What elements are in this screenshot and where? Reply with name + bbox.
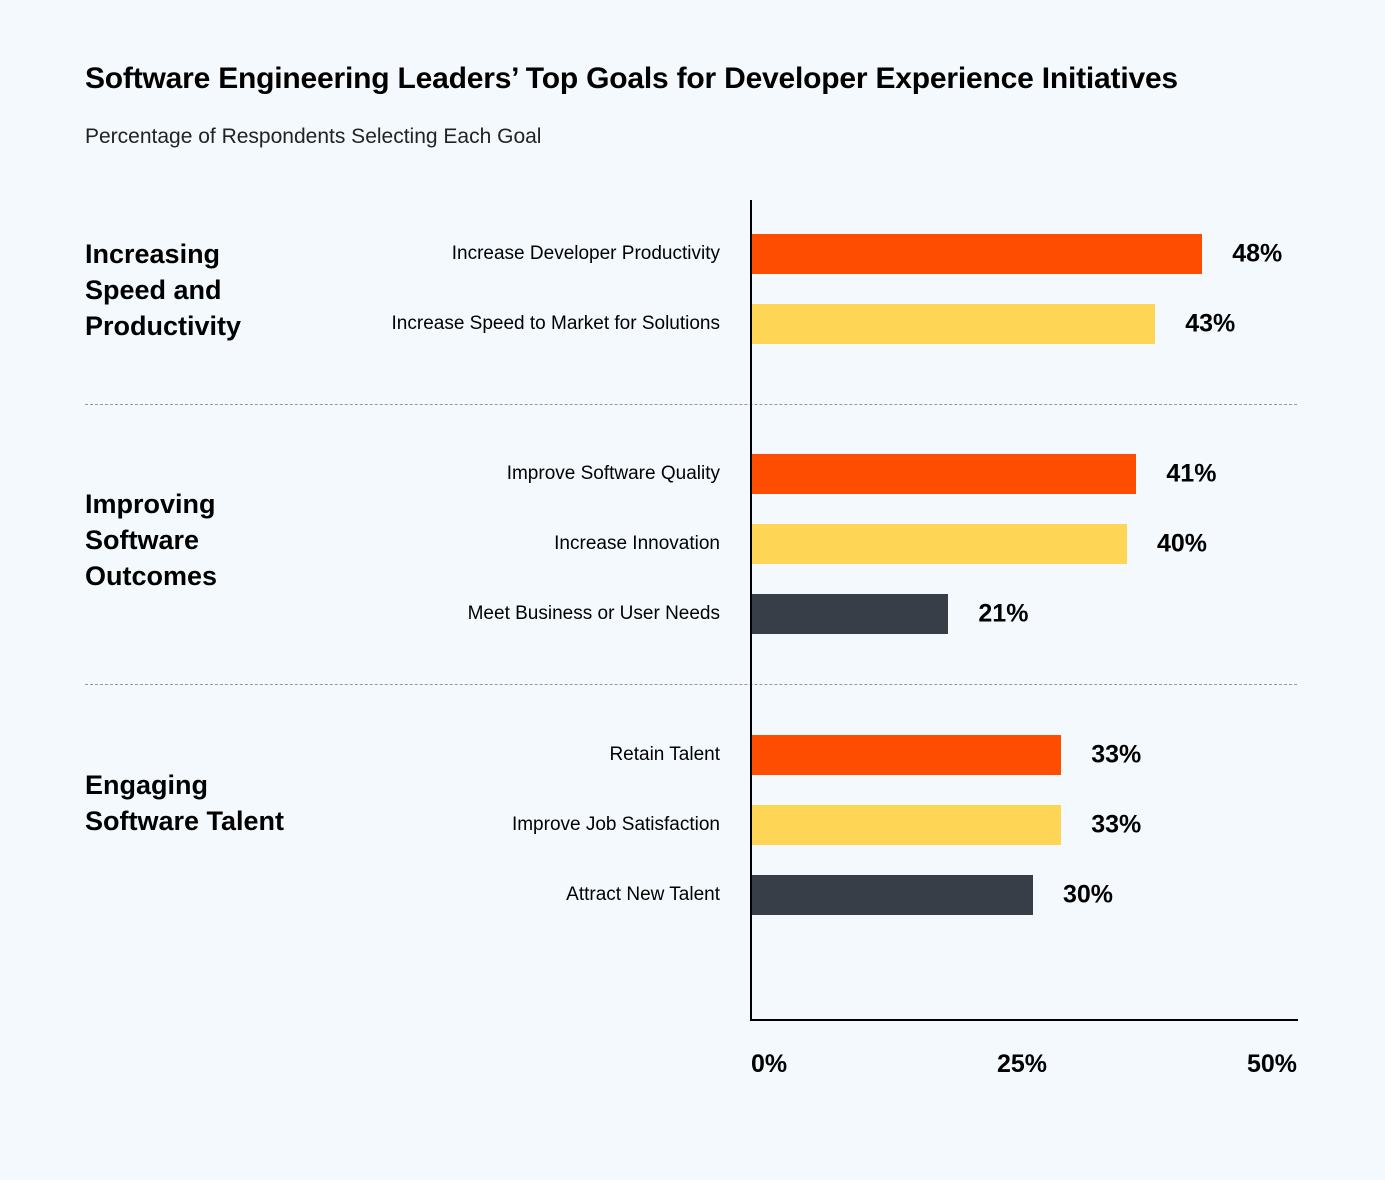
data-label: 21%: [978, 599, 1029, 628]
data-label: 40%: [1157, 529, 1208, 558]
category-label: Increase Developer Productivity: [451, 243, 720, 264]
group-label: Improving Software Outcomes: [85, 489, 218, 591]
data-label: 33%: [1091, 810, 1142, 839]
category-label: Meet Business or User Needs: [467, 603, 720, 624]
group-label: Increasing Speed and Productivity: [85, 239, 242, 341]
group-divider: [85, 684, 1297, 685]
data-label: 41%: [1166, 459, 1217, 488]
x-tick-label: 0%: [751, 1050, 788, 1078]
bar: [751, 524, 1127, 564]
bar: [751, 875, 1033, 915]
chart-title: Software Engineering Leaders’ Top Goals …: [85, 62, 1178, 95]
data-label: 33%: [1091, 740, 1142, 769]
bar: [751, 304, 1156, 344]
bar: [751, 805, 1062, 845]
category-label: Increase Speed to Market for Solutions: [391, 313, 720, 334]
data-label: 30%: [1063, 880, 1114, 909]
x-tick-label: 25%: [996, 1050, 1048, 1078]
bar: [751, 454, 1137, 494]
bar: [751, 735, 1062, 775]
category-label: Attract New Talent: [566, 884, 720, 905]
data-label: 43%: [1185, 309, 1236, 338]
category-label: Improve Job Satisfaction: [511, 814, 720, 835]
bar: [751, 594, 949, 634]
x-axis-line: [750, 1019, 1298, 1021]
group-label: Engaging Software Talent: [85, 770, 285, 836]
category-label: Retain Talent: [609, 744, 720, 765]
category-label: Improve Software Quality: [506, 463, 720, 484]
x-tick-label: 50%: [1246, 1050, 1297, 1078]
data-label: 48%: [1232, 239, 1283, 268]
y-axis-line: [750, 200, 752, 1021]
chart-subtitle: Percentage of Respondents Selecting Each…: [85, 125, 542, 148]
category-label: Increase Innovation: [554, 533, 720, 554]
bar: [751, 234, 1203, 274]
group-divider: [85, 404, 1297, 405]
